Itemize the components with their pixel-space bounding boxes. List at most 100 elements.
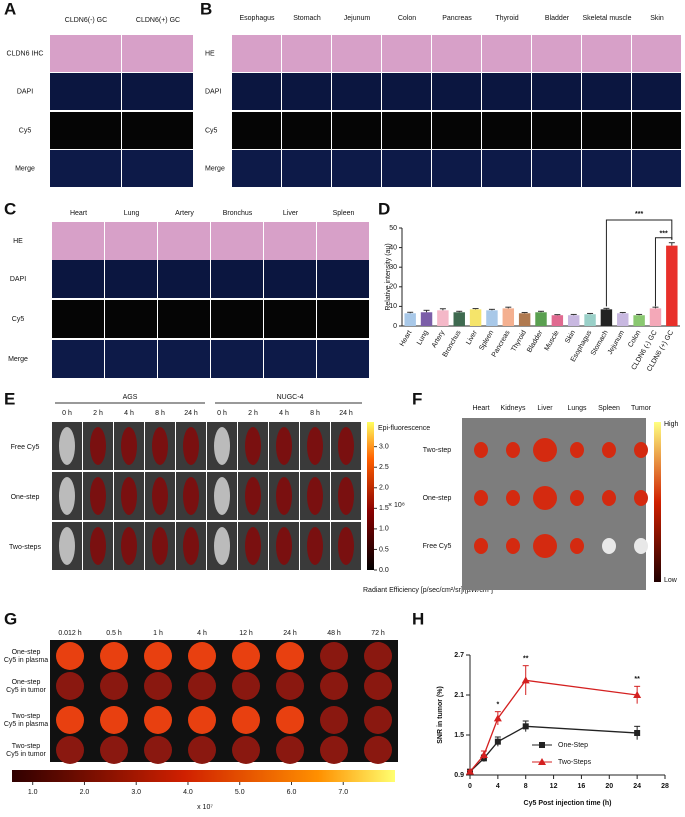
micrograph: [332, 73, 381, 110]
x-tick-label: Jejunum: [607, 329, 626, 356]
mouse-body: [245, 477, 261, 515]
micrograph: [105, 222, 157, 260]
y-tick-label: 1.5: [454, 732, 464, 739]
micrograph: [50, 73, 121, 110]
marker: [633, 691, 642, 698]
row-label: One-step: [423, 495, 452, 502]
column-header: Skeletal muscle: [582, 15, 631, 22]
row-label: DAPI: [17, 88, 33, 95]
row-label: Two-step: [423, 447, 452, 454]
row-label: HE: [205, 50, 215, 57]
mouse-body: [90, 427, 106, 465]
panel-label: C: [4, 199, 16, 218]
y-tick-label: 10: [389, 303, 397, 310]
column-header: Esophagus: [239, 15, 275, 22]
y-tick-label: 50: [389, 225, 397, 232]
mouse-body: [90, 527, 106, 565]
column-header: Heart: [70, 210, 87, 217]
bar: [404, 313, 416, 326]
micrograph: [105, 300, 157, 338]
time-label: 4 h: [124, 410, 134, 417]
annotation: ***: [660, 231, 668, 238]
colorbar: [367, 422, 374, 570]
mouse-body: [307, 427, 323, 465]
organ: [634, 490, 648, 506]
colorbar-tick-label: 1.5: [379, 505, 389, 512]
marker: [466, 767, 474, 775]
bar: [469, 309, 482, 326]
time-label: 0 h: [217, 410, 227, 417]
row-label: One-step: [11, 494, 40, 501]
colorbar-title: Epi-fluorescence: [378, 425, 430, 432]
organ: [602, 538, 616, 554]
x-tick-label: 24: [633, 783, 641, 790]
micrograph: [232, 112, 281, 149]
bar: [535, 312, 547, 326]
micrograph: [282, 35, 331, 72]
time-label: 1 h: [153, 630, 163, 637]
micrograph: [582, 112, 631, 149]
y-tick-label: 0.9: [454, 772, 464, 779]
line: [469, 725, 638, 773]
well: [100, 736, 128, 764]
well: [320, 672, 348, 700]
organ: [474, 442, 488, 458]
panel-label: D: [378, 199, 390, 218]
time-label: 72 h: [371, 630, 385, 637]
column-header: CLDN6(+) GC: [136, 17, 180, 24]
well: [144, 642, 172, 670]
time-label: 0.012 h: [58, 630, 81, 637]
line: [469, 679, 638, 773]
x-tick-label: 28: [661, 783, 669, 790]
well: [144, 706, 172, 734]
micrograph: [264, 300, 316, 338]
mouse-body: [307, 477, 323, 515]
time-label: 2 h: [93, 410, 103, 417]
organ: [570, 490, 584, 506]
micrograph: [52, 340, 104, 378]
time-label: 2 h: [248, 410, 258, 417]
micrograph: [211, 340, 263, 378]
mouse-body: [90, 477, 106, 515]
bar: [666, 245, 678, 326]
x-tick-label: 4: [496, 783, 500, 790]
y-tick-label: 20: [389, 284, 397, 291]
micrograph: [105, 340, 157, 378]
column-header: CLDN6(-) GC: [65, 17, 107, 24]
well: [56, 736, 84, 764]
micrograph: [432, 112, 481, 149]
column-header: Artery: [175, 210, 194, 217]
micrograph: [282, 73, 331, 110]
bar: [584, 314, 596, 326]
micrograph: [122, 150, 193, 187]
colorbar-high: High: [664, 421, 679, 428]
annotation: **: [634, 676, 640, 683]
x-tick-label: Artery: [431, 329, 447, 349]
row-label: Cy5 in plasma: [4, 721, 48, 728]
well: [188, 672, 216, 700]
micrograph: [317, 340, 369, 378]
row-label: Cy5: [12, 316, 25, 323]
column-header: Spleen: [333, 210, 355, 217]
column-header: Liver: [283, 210, 299, 217]
organ: [506, 442, 520, 458]
x-tick-label: 0: [468, 783, 472, 790]
time-label: 0 h: [62, 410, 72, 417]
organ: [634, 538, 648, 554]
legend-marker: [539, 742, 545, 748]
bracket: [605, 219, 673, 307]
x-tick-label: 12: [550, 783, 558, 790]
row-label: DAPI: [10, 276, 26, 283]
organ: [474, 490, 488, 506]
mouse-body: [214, 527, 230, 565]
micrograph: [532, 112, 581, 149]
well: [364, 736, 392, 764]
mouse-body: [152, 477, 168, 515]
mouse-body: [183, 477, 199, 515]
well: [276, 672, 304, 700]
x-tick-label: 20: [605, 783, 613, 790]
micrograph: [332, 150, 381, 187]
micrograph: [532, 150, 581, 187]
well: [56, 672, 84, 700]
legend-label: One-Step: [558, 742, 588, 749]
